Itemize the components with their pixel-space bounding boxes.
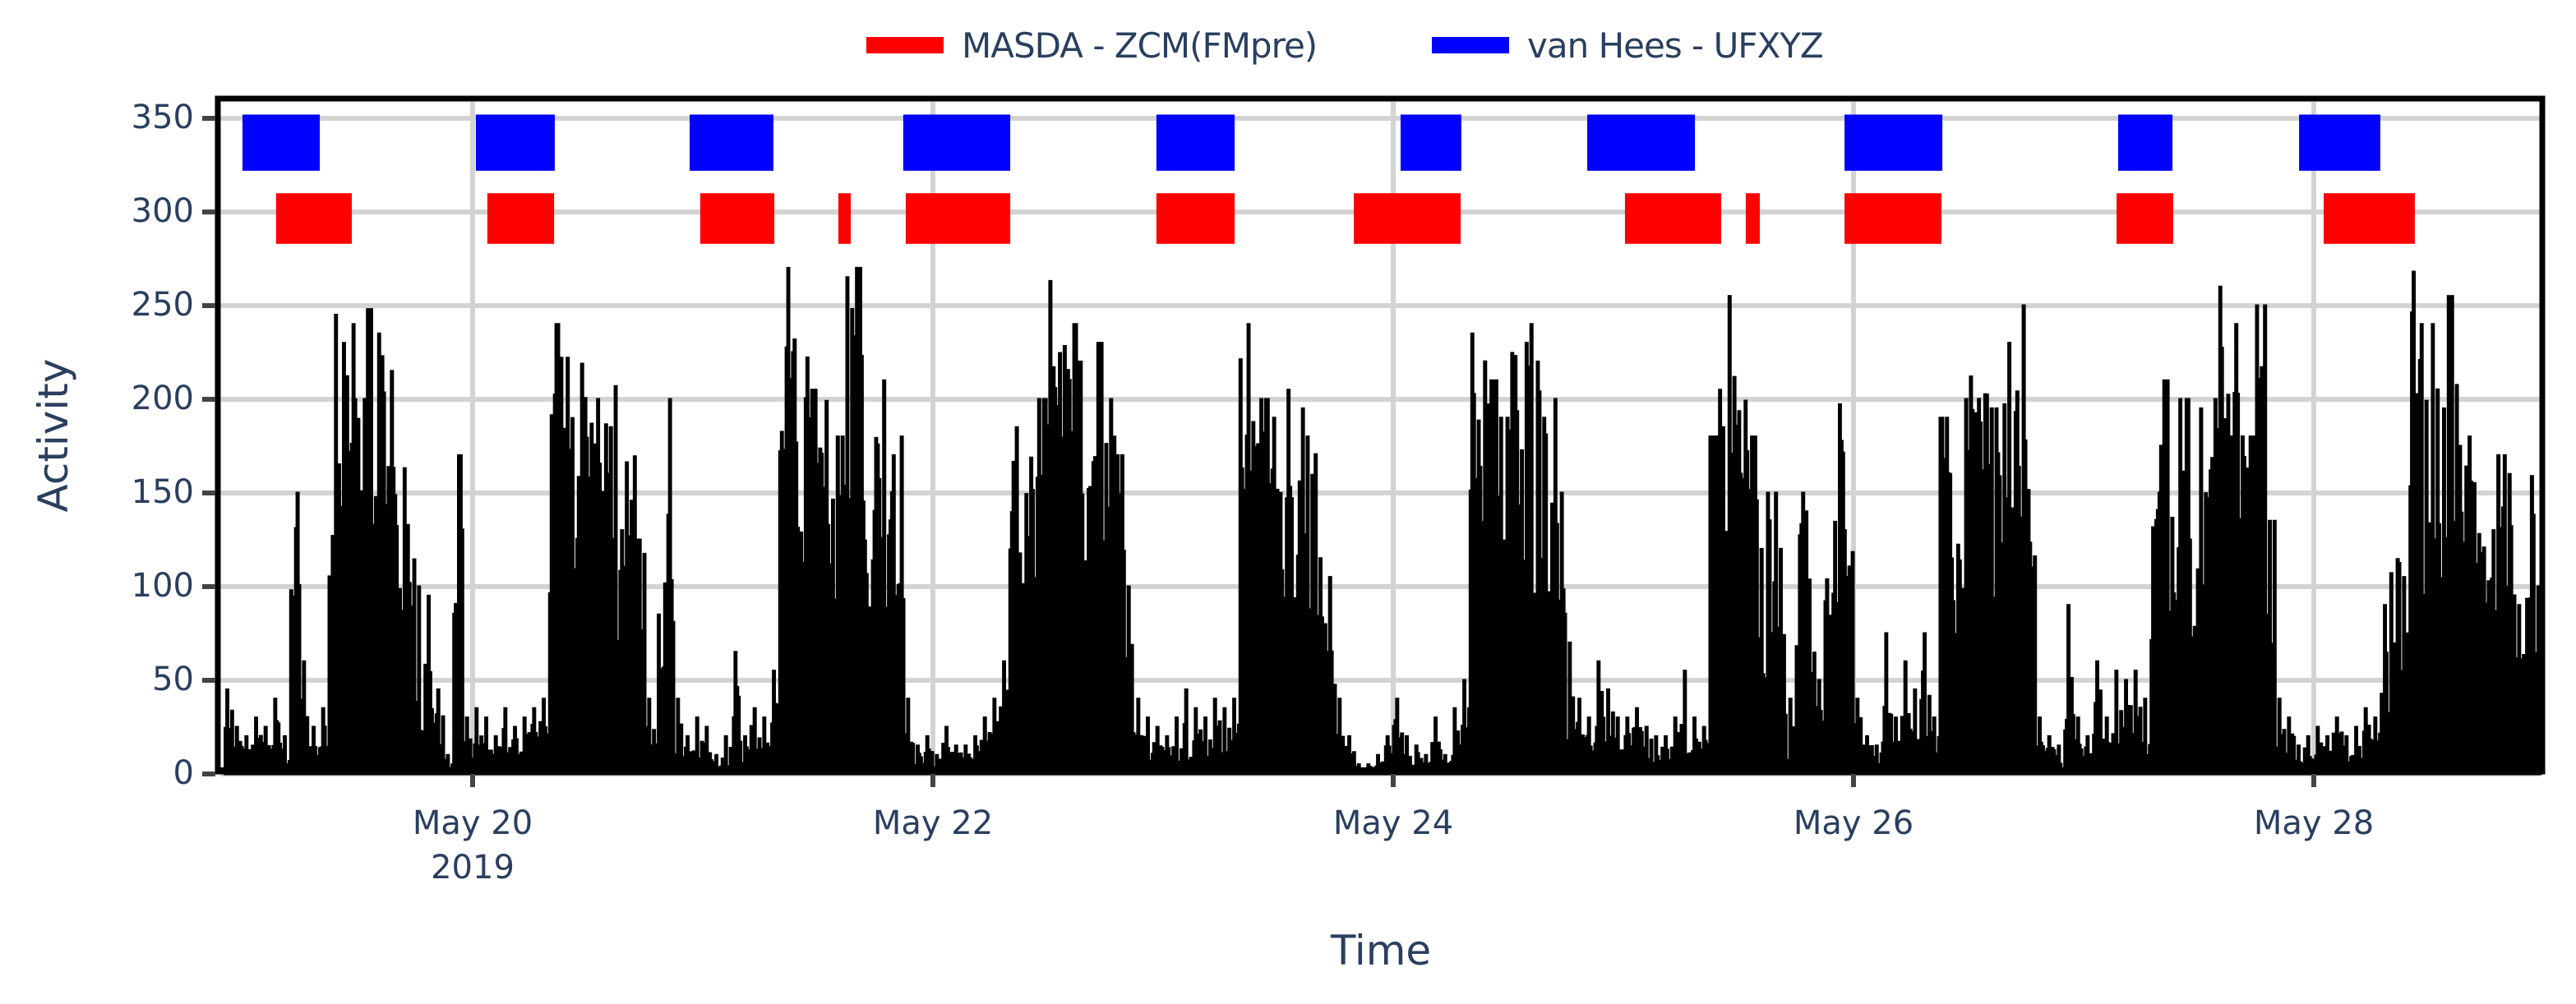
masda-interval[interactable]	[487, 193, 555, 244]
vanhees-interval[interactable]	[2299, 114, 2380, 171]
vanhees-interval[interactable]	[242, 114, 321, 171]
y-tick-label: 0	[173, 754, 194, 792]
x-tick-label: May 26	[1793, 804, 1914, 842]
y-tick-label: 200	[131, 380, 194, 417]
y-tick-label: 300	[131, 192, 194, 230]
legend-label-masda: MASDA - ZCM(FMpre)	[962, 25, 1318, 66]
masda-interval[interactable]	[2117, 193, 2173, 244]
x-tick-year: 2019	[431, 849, 515, 887]
masda-interval[interactable]	[1624, 193, 1721, 244]
legend-item-masda[interactable]: MASDA - ZCM(FMpre)	[866, 25, 1318, 66]
axis-ticks	[202, 116, 2316, 787]
plot-border	[215, 95, 2546, 775]
legend-swatch-blue	[1432, 37, 1509, 53]
sleep-intervals	[242, 114, 2415, 244]
legend: MASDA - ZCM(FMpre) van Hees - UFXYZ	[0, 25, 2576, 66]
masda-interval[interactable]	[1745, 193, 1761, 244]
x-tick-label: May 20 2019	[413, 801, 533, 890]
vanhees-interval[interactable]	[2118, 114, 2173, 171]
vanhees-interval[interactable]	[903, 114, 1011, 171]
legend-swatch-red	[866, 37, 944, 53]
vanhees-interval[interactable]	[1587, 114, 1696, 171]
masda-interval[interactable]	[1844, 193, 1941, 244]
masda-interval[interactable]	[699, 193, 775, 244]
activity-bars	[224, 266, 2542, 776]
y-axis-title: Activity	[30, 358, 77, 513]
x-axis-title: Time	[1330, 927, 1432, 974]
masda-interval[interactable]	[275, 193, 352, 244]
masda-interval[interactable]	[2324, 193, 2415, 244]
y-tick-label: 150	[131, 473, 194, 511]
y-tick-label: 250	[131, 286, 194, 324]
x-tick-label: May 22	[872, 804, 994, 842]
legend-label-vanhees: van Hees - UFXYZ	[1527, 25, 1824, 66]
vanhees-interval[interactable]	[1156, 114, 1235, 171]
masda-interval[interactable]	[1156, 193, 1235, 244]
masda-interval[interactable]	[1354, 193, 1461, 244]
x-tick-label: May 24	[1332, 804, 1454, 842]
vanhees-interval[interactable]	[690, 114, 773, 171]
masda-interval[interactable]	[838, 193, 852, 244]
vanhees-interval[interactable]	[1844, 114, 1943, 171]
y-tick-label: 350	[131, 99, 194, 136]
legend-item-vanhees[interactable]: van Hees - UFXYZ	[1432, 25, 1824, 66]
x-tick-label: May 28	[2253, 804, 2375, 842]
plot-frame	[215, 95, 2546, 775]
masda-interval[interactable]	[905, 193, 1011, 244]
vanhees-interval[interactable]	[475, 114, 555, 171]
vanhees-interval[interactable]	[1400, 114, 1461, 171]
y-tick-label: 100	[131, 567, 194, 605]
y-tick-label: 50	[152, 661, 194, 698]
